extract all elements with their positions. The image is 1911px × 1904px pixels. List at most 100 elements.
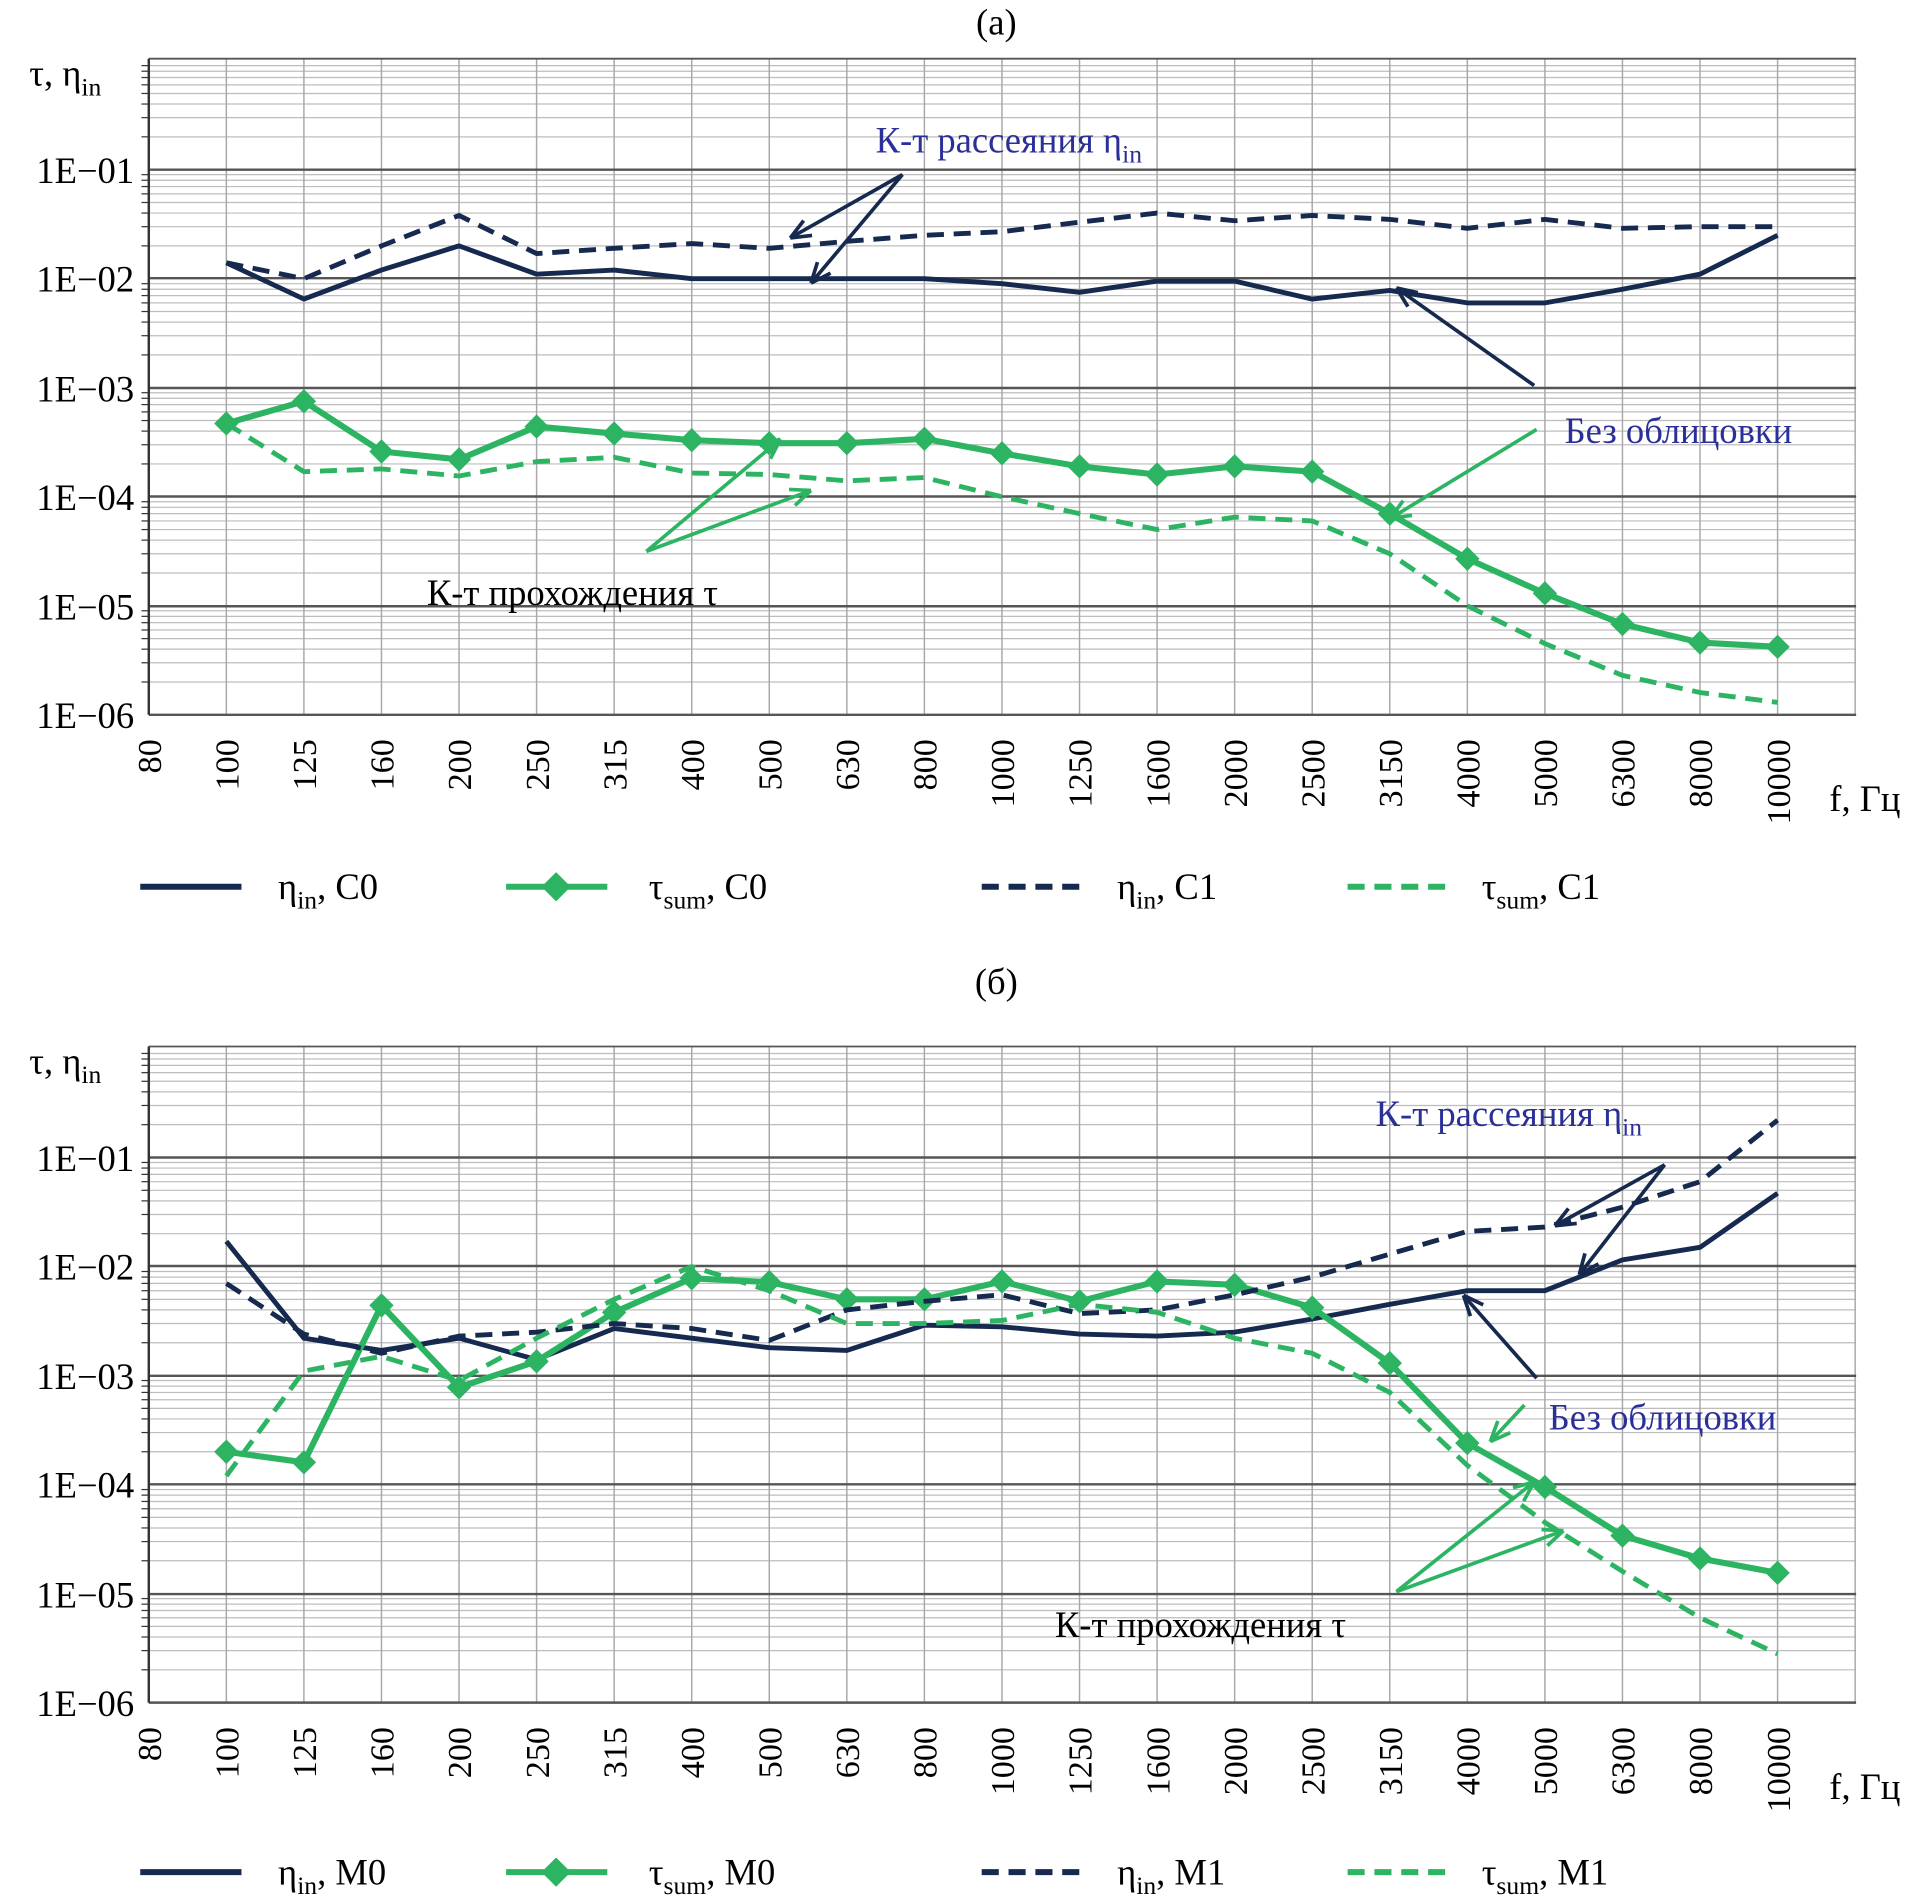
y-axis-label: τ, ηin (29, 1040, 101, 1089)
x-tick-label: 80 (132, 1727, 169, 1761)
annotation-arrow (1389, 427, 1538, 521)
arrow-head (809, 261, 832, 285)
y-tick-label: 1E−06 (36, 1683, 134, 1724)
x-tick-label: 2500 (1295, 1727, 1332, 1795)
data-point-marker (679, 428, 704, 453)
data-point-marker (1610, 611, 1635, 637)
x-tick-label: 1000 (985, 1727, 1022, 1795)
annotation-label-main: Без облицовки (1565, 410, 1793, 451)
data-point-marker (834, 1287, 860, 1312)
legend-entry-label-suffix: , C0 (706, 866, 767, 907)
legend-entry-label: ηin, C0 (278, 866, 378, 915)
arrow-head (788, 219, 813, 240)
x-tick-label: 8000 (1683, 1727, 1720, 1795)
annotation-label-main: К-т прохождения τ (427, 572, 718, 613)
annotation-label-sub: in (1122, 139, 1142, 168)
data-point-marker (1222, 1272, 1247, 1297)
annotation-label: К-т прохождения τ (427, 572, 718, 613)
x-tick-label: 630 (830, 739, 867, 790)
legend-entry-label-sub: in (1136, 1871, 1156, 1900)
x-tick-label: 160 (365, 739, 402, 790)
arrow-head (1553, 1207, 1577, 1228)
data-point-marker (291, 1450, 317, 1475)
data-point-marker (1455, 1430, 1480, 1456)
legend-diamond-marker (541, 1857, 571, 1887)
series-line-2 (225, 210, 1778, 282)
x-tick-label: 100 (210, 739, 247, 790)
legend-entry-label-main: τ (649, 866, 664, 907)
x-tick-label: 630 (830, 1727, 867, 1778)
annotation-label: К-т рассеяния ηin (876, 120, 1143, 169)
data-point-marker (446, 1375, 472, 1400)
x-tick-label: 100 (210, 1727, 247, 1778)
data-point-marker (1687, 630, 1713, 655)
annotation-arrow (789, 172, 904, 240)
legend-entry-label-sub: in (297, 1871, 317, 1900)
annotation-arrow (1395, 1480, 1536, 1594)
x-tick-label: 800 (908, 739, 945, 790)
data-point-marker (1067, 454, 1092, 479)
legend-entry-label-suffix: , M1 (1539, 1851, 1608, 1892)
series-line-0 (225, 233, 1779, 306)
legend-entry-label-suffix: , C0 (317, 866, 378, 907)
legend-entry-label-sub: sum (663, 886, 706, 915)
annotation-arrow (1395, 1528, 1565, 1594)
annotation-arrow (809, 173, 904, 285)
x-tick-label: 500 (752, 1727, 789, 1778)
y-tick-label: 1E−04 (36, 1465, 134, 1506)
y-axis-label-main: τ, η (29, 1040, 81, 1081)
y-tick-label: 1E−02 (36, 1246, 134, 1287)
x-tick-label: 1600 (1140, 739, 1177, 807)
y-tick-label: 1E−05 (36, 1574, 134, 1615)
y-tick-label: 1E−03 (36, 368, 134, 409)
annotation-arrow (645, 437, 782, 553)
series-line-3 (225, 421, 1778, 705)
legend-diamond-marker (541, 872, 571, 902)
data-point-marker (214, 1439, 239, 1464)
legend-entry-label: τsum, C0 (649, 866, 767, 915)
y-tick-label: 1E−01 (36, 150, 134, 191)
legend-entry-label-sub: sum (1496, 886, 1539, 915)
x-tick-label: 1250 (1063, 739, 1100, 807)
legend-entry-label: ηin, C1 (1117, 866, 1217, 915)
legend-entry-label-main: η (1117, 866, 1136, 907)
data-point-marker (1300, 1295, 1325, 1320)
x-tick-label: 1250 (1063, 1727, 1100, 1795)
legend-entry-label-sub: in (1136, 886, 1156, 915)
x-tick-label: 160 (365, 1727, 402, 1778)
x-tick-label: 250 (520, 1727, 557, 1778)
data-point-marker (1532, 581, 1558, 606)
annotation-arrow (1462, 1294, 1538, 1380)
y-tick-label: 1E−04 (36, 477, 134, 518)
data-point-marker (1377, 501, 1402, 526)
x-tick-label: 80 (132, 739, 169, 773)
legend-entry-label-suffix: , C1 (1156, 866, 1217, 907)
series-line-0 (224, 1191, 1779, 1363)
legend-entry-label-suffix: , M0 (706, 1851, 775, 1892)
x-tick-label: 125 (287, 739, 324, 790)
legend-entry-label-main: τ (1482, 866, 1497, 907)
x-tick-label: 2500 (1295, 739, 1332, 807)
y-tick-label: 1E−03 (36, 1356, 134, 1397)
arrow-head (1461, 1293, 1485, 1317)
annotation-label-main: К-т рассеяния η (876, 120, 1122, 161)
x-axis-label: f, Гц (1829, 778, 1900, 819)
data-point-marker (1455, 546, 1480, 571)
annotation-label: К-т прохождения τ (1055, 1604, 1346, 1645)
data-point-marker (1222, 454, 1247, 479)
series-line-3 (224, 1264, 1779, 1657)
annotation-label-main: К-т рассеяния η (1376, 1093, 1622, 1134)
x-tick-label: 8000 (1683, 739, 1720, 807)
data-point-marker (679, 1266, 704, 1291)
x-tick-label: 5000 (1528, 739, 1565, 807)
y-tick-label: 1E−05 (36, 587, 134, 628)
annotation-label: Без облицовки (1549, 1396, 1777, 1437)
annotation-label-main: Без облицовки (1549, 1396, 1777, 1437)
arrow-head (1394, 286, 1419, 308)
legend-entry-label: τsum, M0 (649, 1851, 776, 1900)
chart-title: (а) (976, 1, 1017, 42)
legend-entry-label-sub: in (297, 886, 317, 915)
